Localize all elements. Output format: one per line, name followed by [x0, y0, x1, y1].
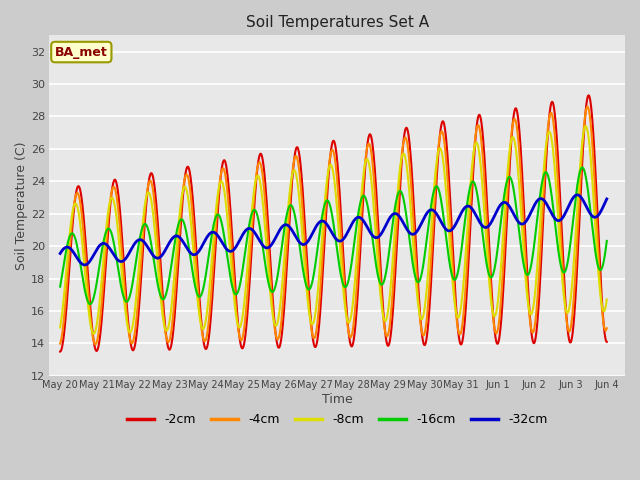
- Line: -2cm: -2cm: [60, 96, 607, 351]
- Title: Soil Temperatures Set A: Soil Temperatures Set A: [246, 15, 429, 30]
- -8cm: [90, 331, 98, 337]
- -32cm: [308, 232, 316, 238]
- -4cm: [603, 325, 611, 331]
- -16cm: [588, 215, 595, 220]
- -4cm: [584, 104, 591, 109]
- -2cm: [603, 339, 611, 345]
- -8cm: [603, 297, 611, 302]
- -4cm: [92, 341, 99, 347]
- -4cm: [56, 341, 64, 347]
- -2cm: [486, 269, 494, 275]
- -8cm: [84, 302, 92, 308]
- -4cm: [84, 287, 92, 293]
- -16cm: [84, 299, 92, 305]
- -32cm: [588, 212, 595, 218]
- -32cm: [84, 260, 92, 266]
- -4cm: [588, 130, 595, 135]
- -2cm: [588, 105, 595, 110]
- -2cm: [308, 324, 316, 329]
- -16cm: [588, 217, 595, 223]
- X-axis label: Time: Time: [322, 393, 353, 406]
- -4cm: [308, 328, 316, 334]
- -8cm: [323, 184, 330, 190]
- Line: -8cm: -8cm: [60, 126, 607, 334]
- -2cm: [56, 348, 64, 354]
- -32cm: [588, 212, 595, 218]
- -32cm: [56, 251, 64, 256]
- Y-axis label: Soil Temperature (C): Soil Temperature (C): [15, 142, 28, 270]
- -16cm: [308, 281, 316, 287]
- -4cm: [588, 126, 595, 132]
- -16cm: [603, 238, 611, 244]
- -2cm: [84, 273, 92, 279]
- -8cm: [588, 165, 595, 171]
- -8cm: [308, 321, 316, 326]
- -2cm: [585, 93, 593, 98]
- -8cm: [588, 162, 595, 168]
- -32cm: [487, 220, 495, 226]
- -16cm: [56, 284, 64, 289]
- -4cm: [487, 288, 495, 293]
- -32cm: [573, 192, 581, 198]
- -16cm: [579, 165, 586, 170]
- Legend: -2cm, -4cm, -8cm, -16cm, -32cm: -2cm, -4cm, -8cm, -16cm, -32cm: [122, 408, 552, 431]
- -2cm: [322, 214, 330, 220]
- -16cm: [86, 301, 94, 307]
- -2cm: [587, 102, 595, 108]
- Line: -4cm: -4cm: [60, 107, 607, 344]
- -32cm: [81, 262, 88, 268]
- Text: BA_met: BA_met: [55, 46, 108, 59]
- -16cm: [323, 198, 330, 204]
- -8cm: [582, 123, 589, 129]
- -4cm: [323, 195, 330, 201]
- -16cm: [487, 275, 495, 280]
- -8cm: [56, 324, 64, 330]
- -32cm: [323, 221, 330, 227]
- Line: -16cm: -16cm: [60, 168, 607, 304]
- -32cm: [603, 196, 611, 202]
- -8cm: [487, 296, 495, 301]
- Line: -32cm: -32cm: [60, 195, 607, 265]
